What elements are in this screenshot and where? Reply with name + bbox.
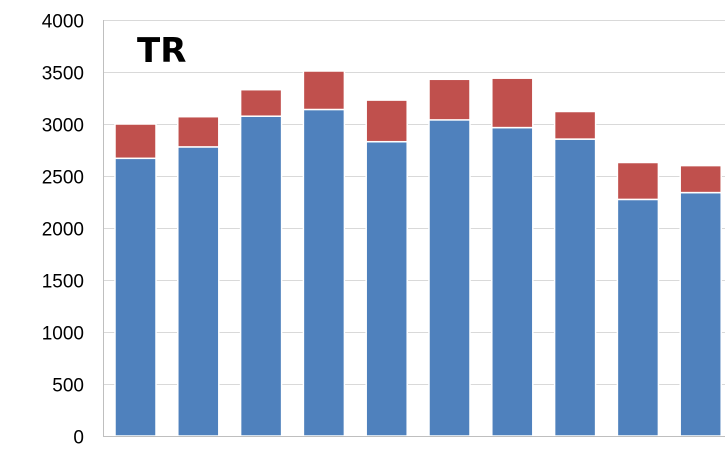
- bar-7-series-1: [491, 126, 534, 437]
- bar-4-series-1: [302, 108, 346, 437]
- bar-5-series-2: [365, 99, 408, 143]
- y-tick-label: 4000: [42, 12, 84, 33]
- bar-2-series-2: [177, 115, 220, 148]
- y-tick-label: 1000: [42, 324, 84, 345]
- axes: [103, 20, 725, 437]
- bar-1-series-2: [114, 123, 157, 160]
- y-tick-label: 2000: [42, 220, 84, 241]
- y-tick-label: 3000: [42, 116, 84, 137]
- chart-title: TR: [137, 31, 186, 71]
- y-tick-label: 1500: [42, 272, 84, 293]
- bars: [114, 70, 722, 437]
- bar-6-series-1: [428, 119, 471, 437]
- bar-10-series-1: [679, 191, 722, 437]
- bar-4-series-2: [302, 70, 346, 111]
- y-tick-label: 3500: [42, 64, 84, 85]
- y-tick-labels: 0 500 1000 1500 2000 2500 3000 3500 4000: [42, 12, 84, 449]
- bar-6-series-2: [428, 78, 471, 121]
- bar-10-series-2: [679, 164, 722, 194]
- bar-3-series-2: [239, 88, 283, 117]
- bar-7-series-2: [491, 77, 534, 129]
- bar-9-series-2: [616, 161, 660, 201]
- bar-8-series-1: [553, 138, 597, 437]
- bar-1-series-1: [114, 157, 157, 437]
- bar-3-series-1: [239, 115, 283, 437]
- bar-9-series-1: [616, 198, 660, 437]
- bar-2-series-1: [177, 146, 220, 437]
- y-tick-label: 2500: [42, 168, 84, 189]
- y-tick-label: 0: [73, 428, 84, 449]
- bar-8-series-2: [553, 110, 597, 140]
- bar-5-series-1: [365, 140, 408, 437]
- y-tick-label: 500: [52, 376, 84, 397]
